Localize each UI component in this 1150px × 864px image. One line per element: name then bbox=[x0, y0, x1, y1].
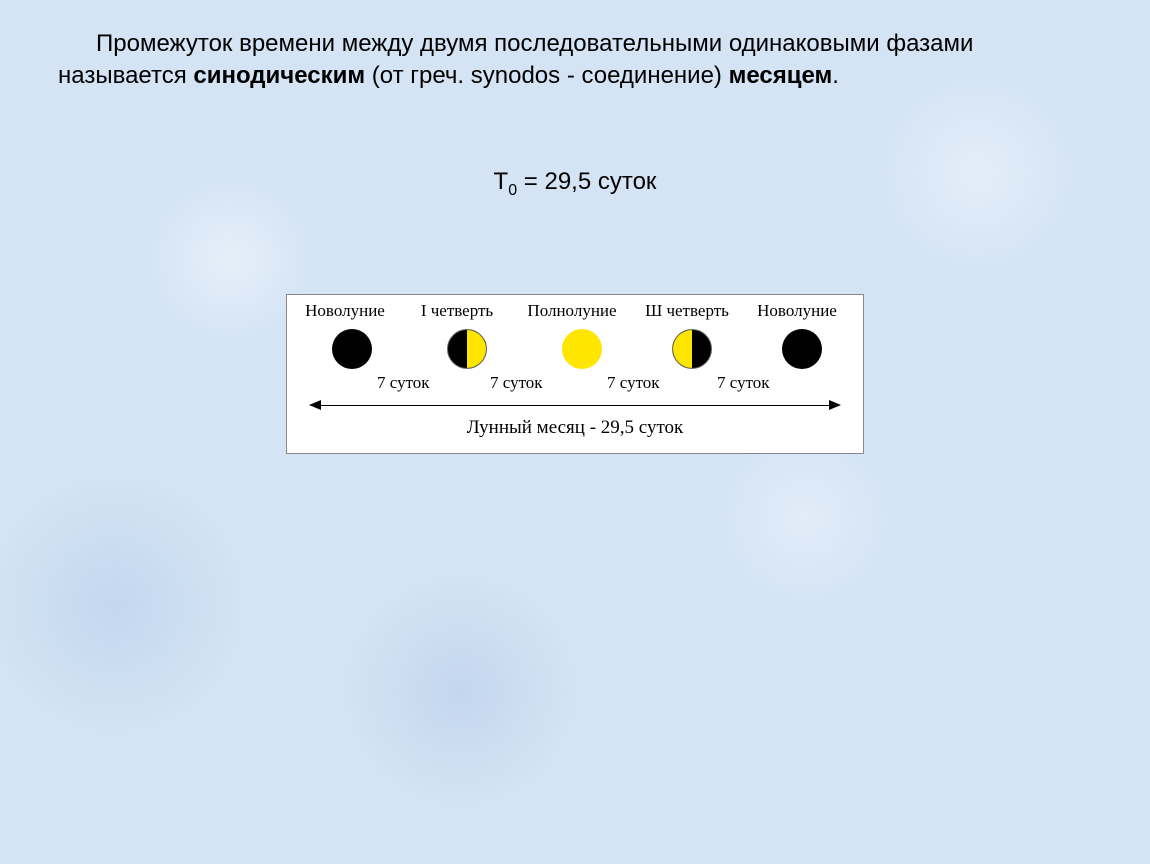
moon-new-icon bbox=[332, 329, 372, 369]
arrow-right-icon bbox=[829, 400, 841, 410]
para-bold2: месяцем bbox=[729, 62, 833, 89]
formula: Т0 = 29,5 суток bbox=[0, 168, 1150, 200]
interval-label: 7 суток bbox=[490, 373, 543, 393]
arrow-line bbox=[317, 405, 833, 406]
formula-subscript: 0 bbox=[508, 182, 517, 199]
phase-label: Ш четверть bbox=[632, 301, 742, 321]
lunar-month-label: Лунный месяц - 29,5 суток bbox=[287, 417, 863, 439]
interval-label: 7 суток bbox=[607, 373, 660, 393]
moon-full-icon bbox=[562, 329, 602, 369]
formula-symbol: Т bbox=[494, 168, 509, 195]
formula-value: = 29,5 суток bbox=[517, 168, 656, 195]
phase-label: Новолуние bbox=[747, 301, 847, 321]
moon-first-q-icon bbox=[447, 329, 487, 369]
para-part2: (от греч. synodos - соединение) bbox=[365, 62, 728, 89]
phase-label: Новолуние bbox=[295, 301, 395, 321]
interval-label: 7 суток bbox=[717, 373, 770, 393]
paragraph: Промежуток времени между двумя последова… bbox=[58, 28, 1092, 93]
moon-third-q-icon bbox=[672, 329, 712, 369]
moon-phases-diagram: НоволуниеI четвертьПолнолуниеШ четвертьН… bbox=[286, 294, 864, 454]
phase-label: Полнолуние bbox=[512, 301, 632, 321]
phase-label: I четверть bbox=[407, 301, 507, 321]
para-bold1: синодическим bbox=[193, 62, 365, 89]
interval-label: 7 суток bbox=[377, 373, 430, 393]
para-part3: . bbox=[832, 62, 839, 89]
moon-new-icon bbox=[782, 329, 822, 369]
